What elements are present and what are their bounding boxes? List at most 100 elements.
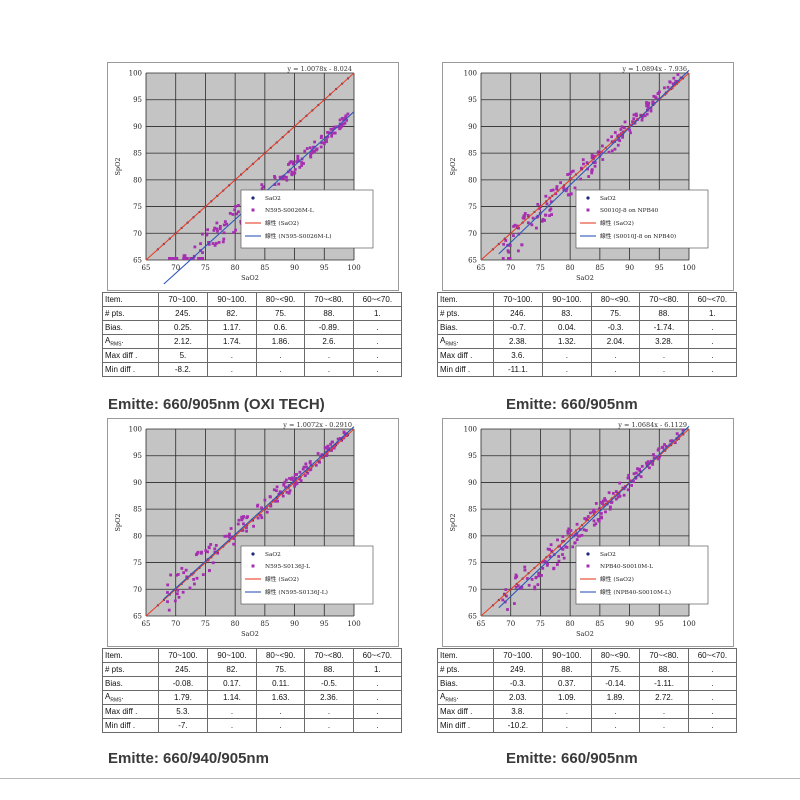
table-cell: 3.6. — [492, 348, 543, 363]
device-data-point — [512, 225, 515, 228]
device-data-point — [564, 545, 568, 549]
device-data-point — [534, 576, 538, 580]
table-cell: -1.11. — [639, 676, 689, 691]
table-cell: 75. — [255, 662, 306, 677]
device-data-point — [515, 224, 519, 228]
table-cell: 5. — [157, 348, 208, 363]
table-row: Max diff . 5.3..... — [102, 704, 403, 719]
device-data-point — [344, 114, 348, 118]
device-data-point — [325, 445, 329, 449]
device-data-point — [228, 535, 231, 539]
device-data-point — [192, 577, 196, 581]
table-cell: 2.6. — [304, 334, 354, 349]
device-data-point — [193, 245, 197, 249]
table-cell: . — [352, 676, 403, 691]
device-data-point — [176, 588, 180, 592]
y-tick-label: 70 — [468, 230, 477, 238]
device-data-point — [635, 114, 638, 118]
legend — [575, 189, 709, 249]
table-cell: . — [639, 348, 689, 363]
table-header-cell: 70~<80. — [639, 648, 689, 663]
device-data-point — [592, 519, 596, 523]
table-cell: 88. — [541, 662, 592, 677]
legend — [575, 545, 709, 605]
y-tick-label: 80 — [133, 176, 142, 184]
device-data-point — [567, 527, 571, 531]
table-cell: . — [255, 348, 306, 363]
device-data-point — [641, 115, 644, 119]
device-data-point — [656, 92, 660, 96]
device-data-point — [213, 547, 217, 551]
device-data-point — [603, 497, 607, 500]
device-data-point — [188, 586, 192, 590]
device-data-point — [502, 242, 506, 246]
x-tick-label: 85 — [260, 264, 269, 272]
device-data-point — [216, 551, 220, 555]
device-data-point — [661, 445, 665, 449]
table-header-cell: 80~<90. — [255, 648, 306, 663]
table-cell: 0.37. — [541, 676, 592, 691]
device-data-point — [234, 204, 237, 208]
device-data-point — [304, 462, 308, 466]
device-data-point — [245, 526, 248, 530]
y-axis-label: SpO2 — [449, 157, 457, 175]
table-header-cell: 60~<70. — [352, 648, 403, 663]
x-tick-label: 70 — [506, 620, 515, 628]
device-data-point — [276, 499, 279, 503]
device-data-point — [222, 237, 226, 241]
device-data-point — [607, 150, 611, 154]
table-header-cell: 70~<80. — [304, 648, 354, 663]
device-data-point — [588, 511, 592, 515]
device-data-point — [293, 168, 297, 171]
table-cell: 1.89. — [590, 690, 641, 705]
device-data-point — [222, 223, 226, 227]
device-data-point — [585, 518, 589, 522]
device-data-point — [593, 161, 597, 164]
table-header-cell: 90~100. — [206, 648, 257, 663]
table-cell: 3.28. — [639, 334, 689, 349]
table-cell: 0.6. — [255, 320, 306, 335]
device-data-point — [564, 189, 568, 193]
table-row: ARMS. 2.38. 1.32. 2.04. 3.28.. — [437, 334, 738, 349]
device-data-point — [170, 256, 174, 260]
x-tick-label: 65 — [142, 620, 151, 628]
device-data-point — [182, 256, 186, 260]
device-data-point — [330, 132, 334, 136]
table-header-cell: 70~<80. — [639, 292, 689, 307]
device-data-point — [309, 152, 313, 155]
device-data-point — [290, 170, 294, 174]
table-cell: -0.3. — [492, 676, 543, 691]
device-data-point — [536, 583, 540, 587]
chart-frame: 65 70 75 80 85 90 95 100 65 70 75 80 85 90 95 100 SaO2 Sp… — [442, 418, 734, 647]
caption-top-right: Emitte: 660/905nm — [506, 396, 638, 413]
device-data-point — [166, 591, 169, 594]
device-data-point — [302, 465, 306, 469]
device-data-point — [520, 243, 524, 247]
table-cell: 2.36. — [304, 690, 354, 705]
device-data-point — [626, 488, 630, 492]
y-tick-label: 70 — [133, 586, 142, 594]
device-data-point — [242, 522, 245, 526]
y-axis-label: SpO2 — [114, 157, 122, 175]
device-data-point — [525, 577, 529, 580]
device-data-point — [586, 515, 590, 518]
x-tick-label: 80 — [566, 620, 575, 628]
device-data-point — [325, 454, 329, 458]
device-data-point — [342, 430, 346, 434]
device-data-point — [671, 82, 675, 86]
device-data-point — [214, 544, 218, 547]
device-data-point — [169, 573, 173, 577]
device-data-point — [206, 228, 210, 232]
table-cell: 1.63. — [255, 690, 306, 705]
table-header-cell: Item. — [102, 648, 159, 663]
device-data-point — [614, 497, 618, 501]
device-data-point — [326, 131, 329, 134]
caption-top-left: Emitte: 660/905nm (OXI TECH) — [108, 396, 325, 413]
device-data-point — [631, 120, 634, 124]
device-data-point — [332, 446, 336, 450]
device-data-point — [166, 583, 170, 587]
y-tick-label: 85 — [133, 150, 142, 158]
device-data-point — [666, 85, 670, 89]
device-data-point — [217, 241, 221, 244]
x-tick-label: 80 — [231, 620, 240, 628]
